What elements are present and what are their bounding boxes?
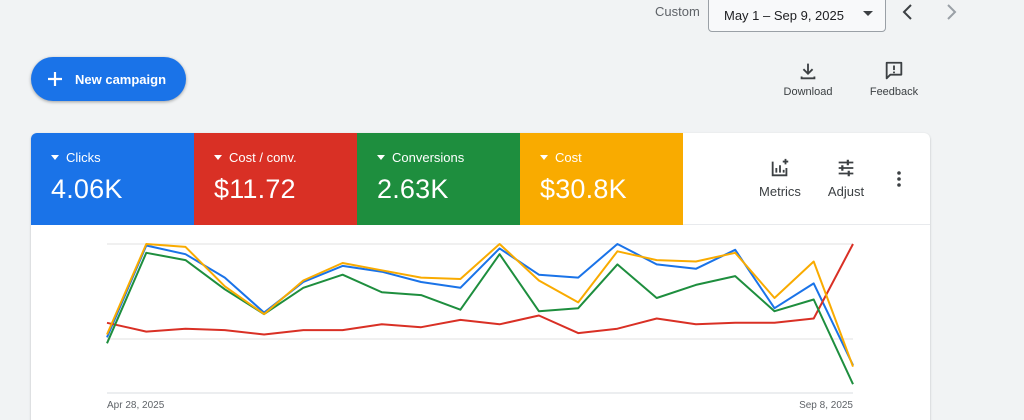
adjust-button[interactable]: Adjust (823, 157, 869, 199)
metric-label: Conversions (392, 150, 465, 165)
feedback-icon (885, 61, 903, 80)
metric-value: 2.63K (377, 174, 449, 204)
series-line-1 (106, 243, 854, 336)
dropdown-triangle-icon (377, 155, 385, 160)
dropdown-triangle-icon (540, 155, 548, 160)
download-icon (800, 63, 816, 80)
x-axis-start-label: Apr 28, 2025 (107, 400, 165, 411)
metric-value: $30.8K (540, 174, 627, 204)
download-label: Download (783, 86, 833, 98)
new-campaign-label: New campaign (75, 71, 167, 87)
plus-icon (48, 72, 62, 86)
series-layer (106, 243, 854, 385)
metric-value: 4.06K (51, 174, 123, 204)
add-chart-icon (771, 158, 789, 177)
more-vert-icon[interactable] (889, 169, 909, 189)
date-range-type-label: Custom (655, 4, 700, 19)
date-range-dropdown[interactable]: May 1 – Sep 9, 2025 (708, 0, 886, 32)
metrics-row: Clicks 4.06K Cost / conv. $11.72 Convers… (31, 133, 930, 225)
performance-line-chart: Apr 28, 2025 Sep 8, 2025 (106, 243, 854, 411)
metric-tile-conversions[interactable]: Conversions 2.63K (357, 133, 520, 225)
feedback-label: Feedback (869, 86, 919, 98)
adjust-label: Adjust (827, 184, 865, 199)
chevron-left-icon[interactable] (896, 0, 920, 24)
date-range-value: May 1 – Sep 9, 2025 (724, 7, 844, 23)
x-axis-end-label: Sep 8, 2025 (799, 400, 853, 411)
download-button[interactable]: Download (780, 60, 836, 98)
metric-value: $11.72 (214, 174, 296, 204)
metric-tile-cost-per-conv[interactable]: Cost / conv. $11.72 (194, 133, 357, 225)
metrics-button[interactable]: Metrics (755, 157, 805, 199)
metric-tile-clicks[interactable]: Clicks 4.06K (31, 133, 194, 225)
top-bar: Custom May 1 – Sep 9, 2025 (0, 0, 1024, 36)
series-line-2 (106, 251, 854, 385)
new-campaign-button[interactable]: New campaign (31, 57, 186, 101)
metric-tile-cost[interactable]: Cost $30.8K (520, 133, 683, 225)
caret-down-icon (863, 11, 873, 16)
chevron-right-icon[interactable] (939, 0, 963, 24)
dropdown-triangle-icon (214, 155, 222, 160)
tune-icon (838, 159, 854, 177)
metric-label: Cost / conv. (229, 150, 297, 165)
feedback-button[interactable]: Feedback (864, 60, 924, 98)
metric-label: Clicks (66, 150, 101, 165)
series-line-3 (106, 243, 854, 367)
metric-label: Cost (555, 150, 582, 165)
metrics-label: Metrics (759, 184, 801, 199)
dropdown-triangle-icon (51, 155, 59, 160)
series-line-0 (106, 243, 854, 366)
performance-card: Clicks 4.06K Cost / conv. $11.72 Convers… (31, 133, 930, 420)
